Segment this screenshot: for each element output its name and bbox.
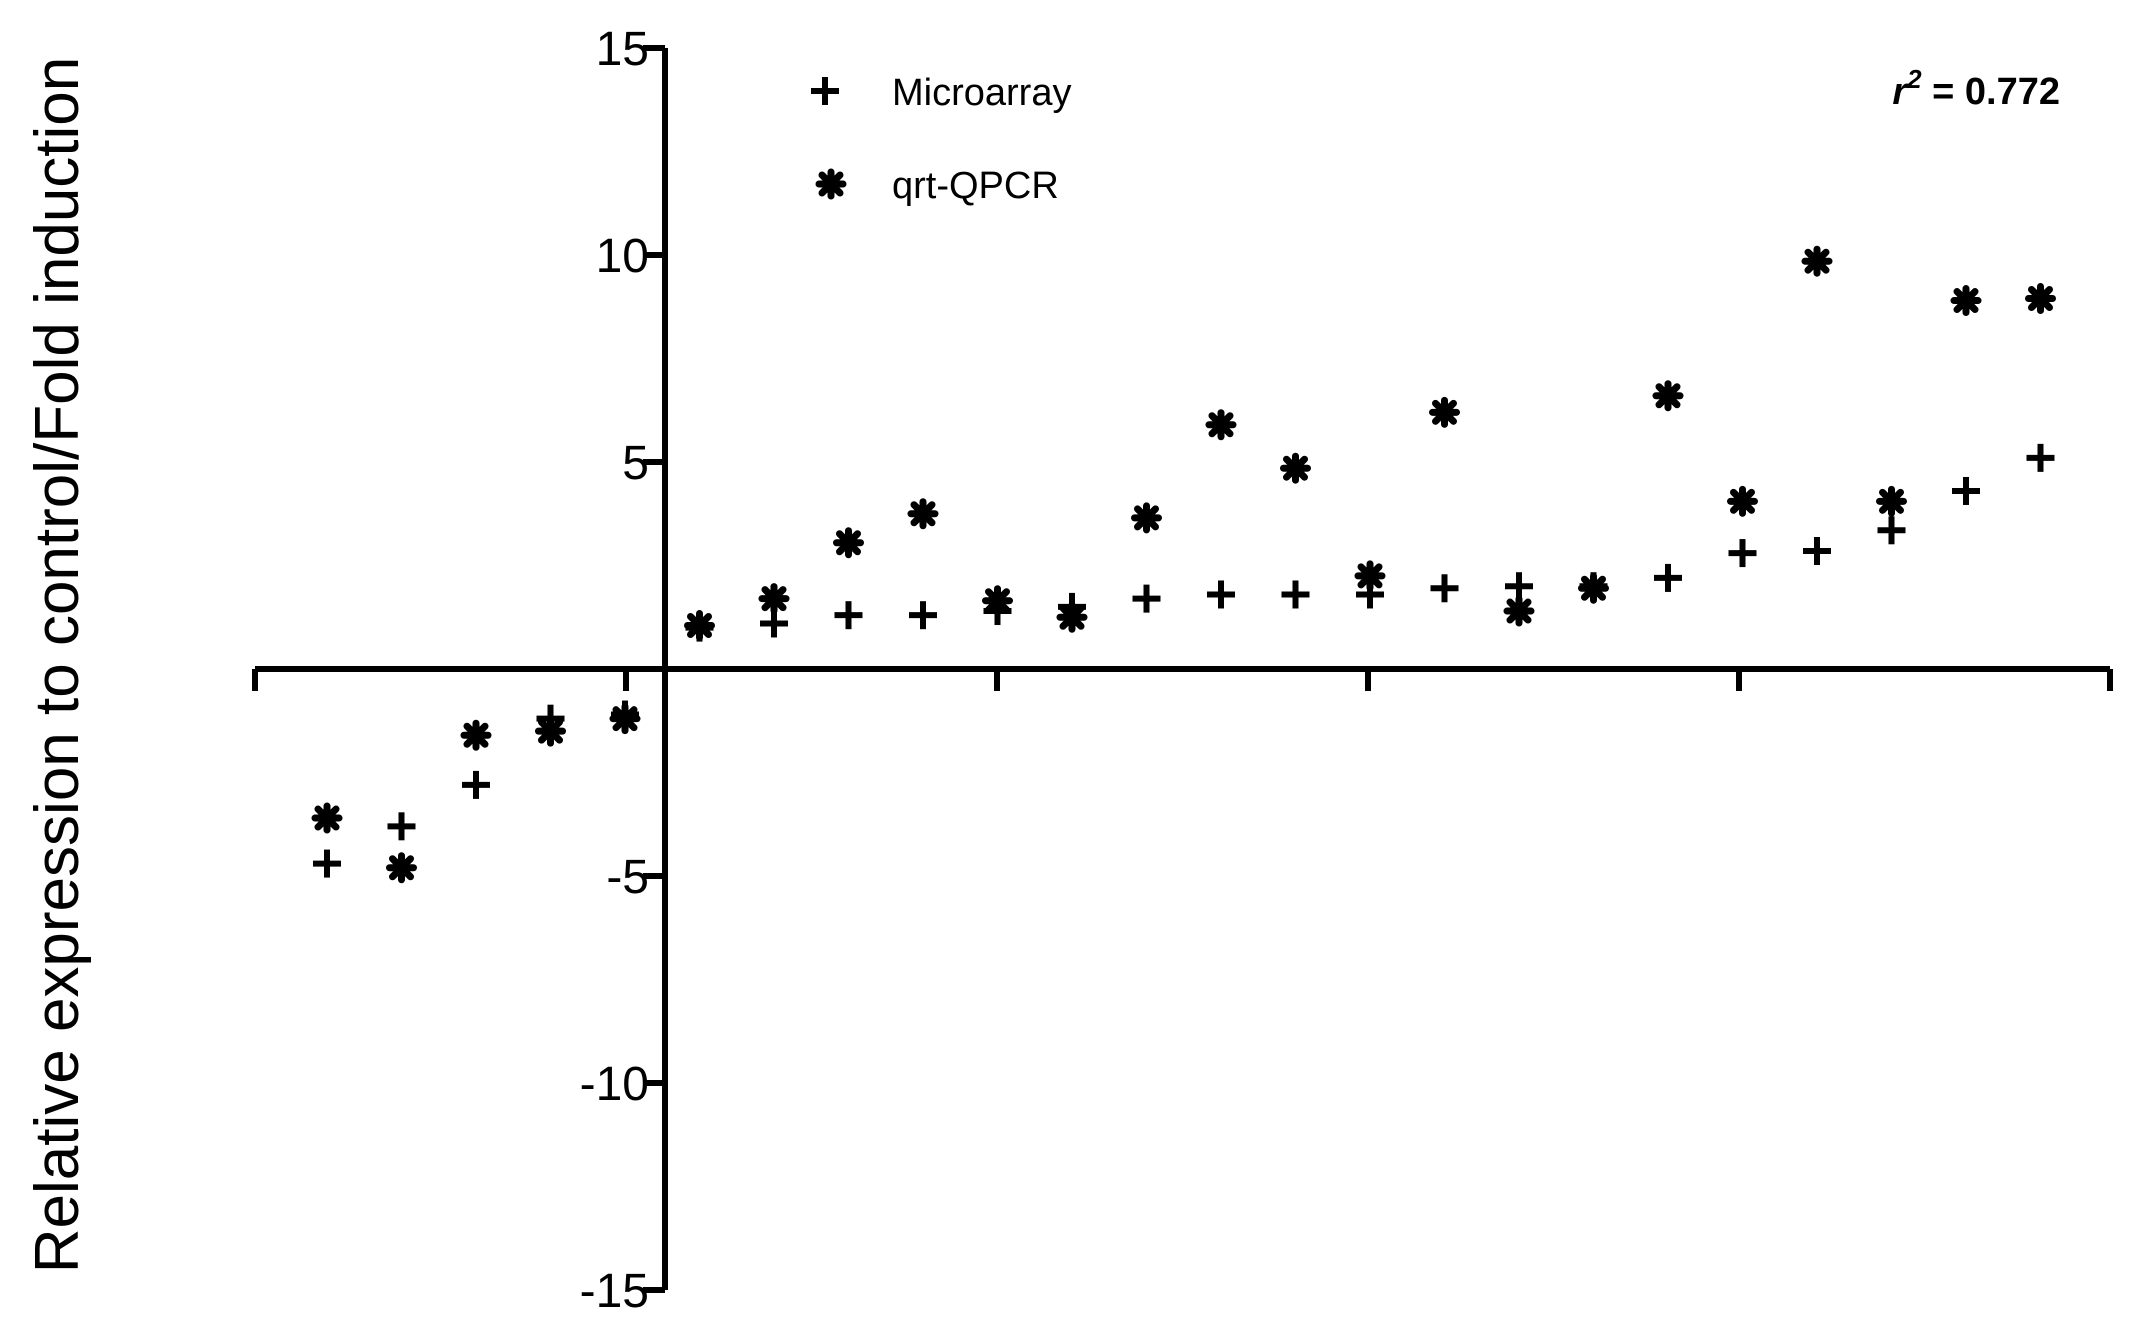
- microarray-point: [313, 849, 341, 878]
- microarray-point: [760, 609, 788, 638]
- microarray-point: [1952, 476, 1980, 505]
- qrtqpcr-point: [1056, 601, 1088, 633]
- legend-qrtqpcr-label: qrt-QPCR: [892, 165, 1059, 207]
- legend-microarray-marker: [811, 77, 839, 105]
- qrtqpcr-point: [907, 498, 939, 530]
- microarray-point: [834, 601, 863, 630]
- qrtqpcr-point: [1950, 285, 1982, 317]
- microarray-point: [1654, 563, 1682, 592]
- data-marks: [311, 245, 2056, 884]
- qrtqpcr-point: [1801, 245, 1833, 277]
- microarray-point: [462, 770, 490, 799]
- y-ticks: 15 10 5 -5 -10 -15: [580, 23, 665, 1318]
- legend-qrtqpcr-marker: [815, 168, 847, 200]
- qrtqpcr-point: [684, 610, 715, 642]
- y-tick-label: -10: [580, 1058, 649, 1111]
- qrtqpcr-point: [1280, 452, 1311, 484]
- microarray-point: [1132, 584, 1161, 613]
- y-tick-label: 10: [596, 230, 649, 283]
- qrtqpcr-point: [2025, 282, 2056, 314]
- qrtqpcr-point: [1205, 409, 1237, 441]
- qrtqpcr-point: [311, 802, 343, 834]
- legend-microarray-label: Microarray: [892, 72, 1071, 114]
- microarray-point: [1281, 580, 1310, 609]
- qrtqpcr-point: [535, 715, 566, 747]
- qrtqpcr-point: [1503, 595, 1535, 627]
- qrtqpcr-point: [1131, 502, 1162, 534]
- microarray-point: [1877, 516, 1906, 545]
- microarray-point: [1803, 537, 1831, 566]
- qrtqpcr-point: [609, 703, 641, 735]
- microarray-point: [387, 812, 416, 841]
- microarray-point: [909, 601, 937, 630]
- y-tick-label: -15: [580, 1265, 649, 1318]
- qrtqpcr-point: [1876, 485, 1907, 517]
- qrtqpcr-point: [758, 583, 790, 615]
- y-tick-label: 15: [596, 23, 649, 76]
- qrtqpcr-point: [460, 719, 492, 751]
- qrtqpcr-point: [1727, 485, 1758, 517]
- axes: [255, 48, 2110, 1290]
- qrtqpcr-point: [1354, 560, 1386, 592]
- legend: Microarray qrt-QPCR: [811, 72, 1071, 207]
- r-squared-value: = 0.772: [1922, 71, 2060, 113]
- x-ticks: [252, 669, 2113, 691]
- microarray-point: [1728, 539, 1757, 568]
- microarray-point: [2026, 443, 2055, 472]
- qrtqpcr-point: [982, 585, 1013, 617]
- microarray-point: [1505, 572, 1533, 601]
- qrtqpcr-point: [1652, 380, 1684, 412]
- y-axis-label: Relative expression to control/Fold indu…: [23, 57, 92, 1274]
- microarray-point: [1430, 574, 1459, 603]
- y-tick-label: 5: [622, 437, 649, 490]
- r-exponent: 2: [1906, 64, 1922, 94]
- qrtqpcr-point: [1429, 396, 1460, 428]
- r-symbol: r: [1892, 71, 1909, 113]
- qrtqpcr-point: [1578, 572, 1609, 604]
- r-squared-annotation: r2 = 0.772: [1892, 64, 2060, 113]
- microarray-point: [1207, 580, 1235, 609]
- qrtqpcr-point: [833, 527, 864, 559]
- qrtqpcr-point: [386, 852, 417, 884]
- y-tick-label: -5: [606, 851, 649, 904]
